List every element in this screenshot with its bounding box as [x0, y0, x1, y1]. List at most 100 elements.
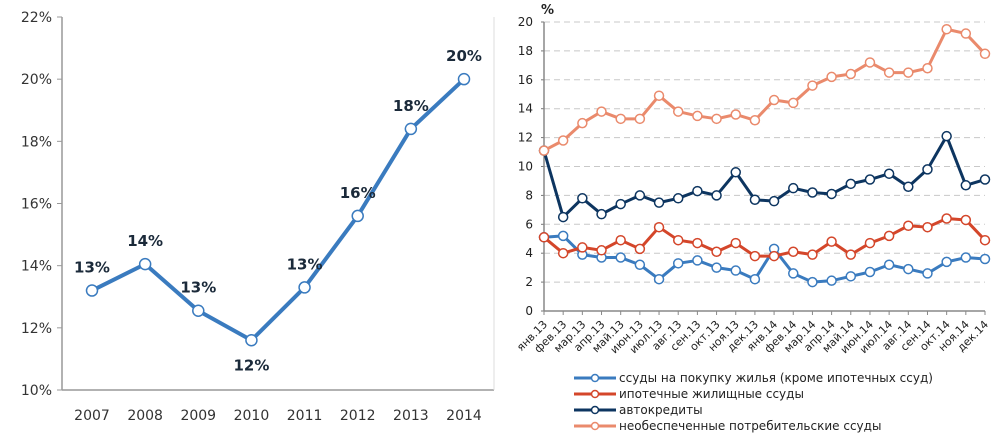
y-tick-label: 18% — [21, 134, 52, 150]
data-point — [298, 281, 311, 294]
data-point — [615, 113, 626, 125]
data-point — [960, 180, 972, 191]
legend-label: ссуды на покупку жилья (кроме ипотечных … — [619, 371, 933, 385]
data-point — [941, 23, 952, 35]
series-line — [542, 134, 986, 219]
data-point — [845, 271, 857, 282]
data-point — [596, 106, 607, 117]
data-point — [711, 190, 722, 201]
y-axis-unit: % — [541, 3, 554, 18]
data-point — [883, 67, 895, 78]
data-point — [85, 284, 99, 297]
data-point — [883, 230, 895, 242]
data-point — [596, 245, 607, 256]
data-point — [845, 249, 857, 260]
y-tick-label: 10 — [518, 160, 533, 174]
legend-swatch-marker — [590, 373, 600, 383]
data-label: 18% — [393, 97, 429, 115]
y-tick-label: 14% — [21, 259, 52, 275]
y-tick-label: 0 — [525, 304, 533, 318]
data-label: 13% — [180, 279, 216, 297]
data-point — [615, 198, 626, 210]
data-point — [711, 113, 722, 125]
data-point — [749, 250, 761, 262]
data-point — [577, 242, 588, 253]
data-point — [634, 259, 646, 271]
legend-label: необеспеченные потребительские ссуды — [619, 419, 881, 433]
left-line-chart: 10% 12% 14% 16% 18% 20% 22% 2007 2008 2009 2010 201… — [21, 10, 495, 424]
y-tick-label: 14 — [518, 102, 533, 116]
data-point — [749, 194, 761, 205]
data-point — [457, 72, 471, 86]
data-point — [941, 130, 952, 142]
data-point — [826, 236, 837, 247]
data-point — [730, 109, 741, 120]
data-point — [845, 68, 857, 80]
x-tick-label: 2012 — [340, 408, 376, 424]
legend-swatch-marker — [590, 405, 600, 415]
y-tick-label: 10% — [21, 383, 52, 399]
data-point — [941, 213, 952, 224]
data-label: 20% — [446, 47, 482, 65]
data-point — [634, 190, 646, 201]
data-point — [807, 187, 818, 198]
data-point — [615, 252, 626, 263]
data-point — [577, 193, 588, 204]
y-tick-label: 16% — [21, 197, 52, 213]
data-point — [653, 90, 665, 101]
data-point — [788, 97, 799, 109]
y-tick-label: 20 — [518, 15, 533, 29]
data-point — [749, 115, 761, 126]
data-point — [692, 110, 703, 122]
data-point — [672, 258, 684, 269]
data-point — [979, 174, 991, 185]
legend-label: автокредиты — [619, 403, 703, 417]
data-point — [634, 243, 646, 255]
data-point — [730, 265, 741, 276]
x-tick-label: 2014 — [446, 408, 482, 424]
legend-swatch-marker — [590, 421, 600, 431]
data-label: 13% — [287, 255, 323, 273]
data-point — [768, 250, 780, 262]
data-point — [788, 246, 799, 258]
y-tick-label: 12% — [21, 321, 52, 337]
data-point — [960, 252, 972, 263]
data-point — [922, 221, 933, 233]
y-tick-label: 2 — [525, 275, 533, 289]
y-tick-label: 8 — [525, 188, 533, 202]
data-label: 13% — [74, 259, 110, 277]
data-point — [596, 208, 607, 220]
data-point — [653, 273, 665, 285]
data-point — [653, 197, 665, 208]
data-point — [538, 232, 550, 243]
data-point — [557, 135, 569, 146]
data-point — [768, 195, 780, 207]
right-line-chart: 02468101214161820%янв.13фев.13мар.13апр.… — [514, 3, 991, 433]
data-point — [634, 113, 646, 125]
x-tick-label: 2010 — [234, 408, 270, 424]
legend-swatch-marker — [590, 389, 600, 399]
data-label: 16% — [340, 184, 376, 202]
data-point — [672, 106, 684, 117]
y-tick-label: 16 — [518, 73, 533, 87]
data-point — [557, 247, 569, 259]
data-point — [245, 334, 258, 347]
legend-label: ипотечные жилищные ссуды — [619, 387, 804, 401]
data-point — [538, 145, 550, 156]
data-point — [749, 273, 761, 285]
data-point — [807, 276, 818, 288]
y-tick-label: 22% — [21, 10, 52, 26]
data-point — [807, 80, 818, 91]
data-point — [138, 257, 152, 271]
data-point — [192, 304, 205, 317]
data-point — [557, 211, 569, 223]
data-point — [960, 28, 972, 39]
x-tick-label: 2011 — [287, 408, 323, 424]
series-line — [543, 27, 987, 152]
data-point — [922, 164, 933, 175]
data-point — [826, 71, 837, 83]
data-point — [577, 117, 588, 129]
x-tick-label: 2009 — [180, 408, 216, 424]
y-tick-label: 20% — [21, 72, 52, 88]
data-point — [903, 181, 914, 192]
